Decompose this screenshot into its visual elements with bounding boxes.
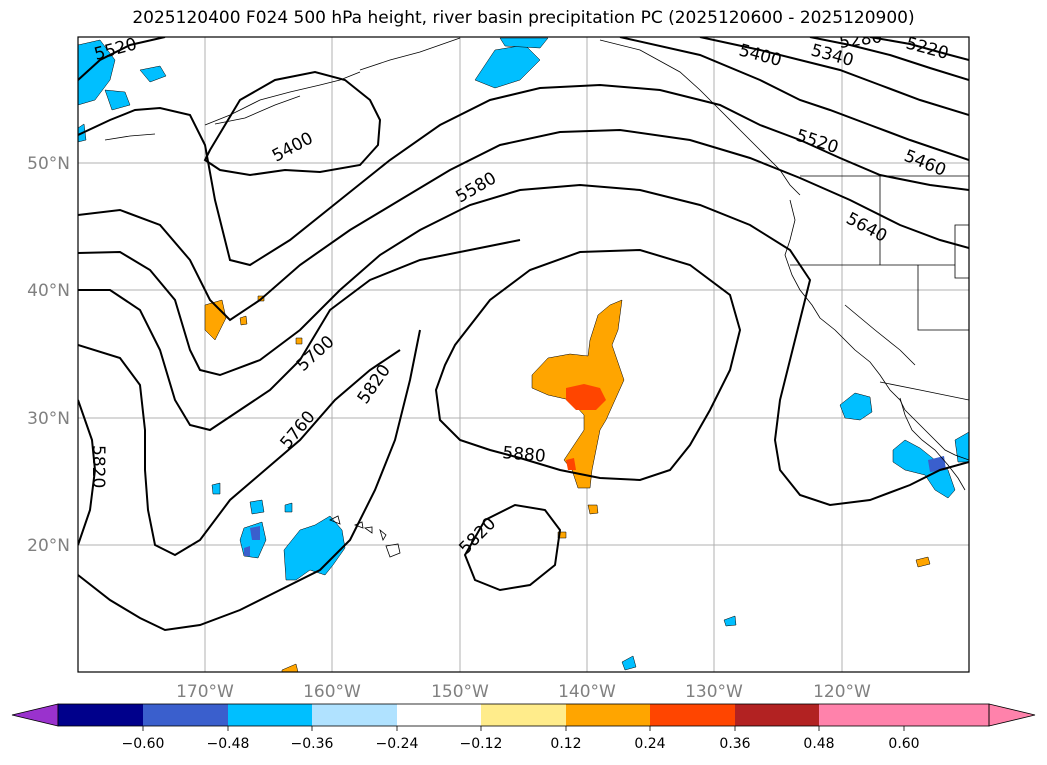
colorbar-tick: −0.48 (207, 736, 250, 752)
colorbar-segment (735, 704, 819, 726)
longitude-labels: 170°W 160°W 150°W 140°W 130°W 120°W (176, 682, 871, 702)
lon-label-150w: 150°W (431, 682, 489, 702)
lat-label-20n: 20°N (27, 536, 70, 556)
contour-label: 5820 (88, 445, 108, 488)
colorbar-tick: 0.60 (888, 736, 919, 752)
colorbar-segment (58, 704, 143, 726)
colorbar-extend-right (988, 703, 1036, 727)
map-plot-area (78, 37, 969, 672)
colorbar-tick: 0.36 (719, 736, 750, 752)
colorbar-tick: −0.36 (291, 736, 334, 752)
colorbar-segment (481, 704, 566, 726)
latitude-labels: 50°N 40°N 30°N 20°N (27, 154, 70, 556)
contour-label: 5880 (502, 443, 547, 467)
lon-label-120w: 120°W (813, 682, 871, 702)
colorbar-outline (57, 703, 990, 727)
lon-label-140w: 140°W (558, 682, 616, 702)
colorbar-tick: −0.12 (460, 736, 503, 752)
lat-label-30n: 30°N (27, 409, 70, 429)
height-contours (78, 37, 969, 632)
colorbar-segment (819, 704, 904, 726)
lon-label-130w: 130°W (685, 682, 743, 702)
colorbar-segment (228, 704, 312, 726)
colorbar-tick: −0.60 (122, 736, 165, 752)
colorbar: −0.60 −0.48 −0.36 −0.24 −0.12 0.12 0.24 … (11, 703, 1036, 752)
colorbar-segment (566, 704, 650, 726)
map-frame (77, 36, 970, 673)
colorbar-segment (650, 704, 735, 726)
lat-label-50n: 50°N (27, 154, 70, 174)
colorbar-segment (143, 704, 228, 726)
colorbar-tick: 0.24 (634, 736, 665, 752)
graticule (78, 37, 969, 672)
colorbar-segment (904, 704, 989, 726)
colorbar-extend-left (11, 703, 59, 727)
lon-label-170w: 170°W (176, 682, 234, 702)
colorbar-tick: −0.24 (376, 736, 419, 752)
lon-label-160w: 160°W (303, 682, 361, 702)
colorbar-tick: 0.12 (550, 736, 581, 752)
colorbar-segment (312, 704, 397, 726)
colorbar-tick: 0.48 (803, 736, 834, 752)
lat-label-40n: 40°N (27, 281, 70, 301)
colorbar-segment (397, 704, 481, 726)
map-title: 2025120400 F024 500 hPa height, river ba… (132, 8, 915, 28)
